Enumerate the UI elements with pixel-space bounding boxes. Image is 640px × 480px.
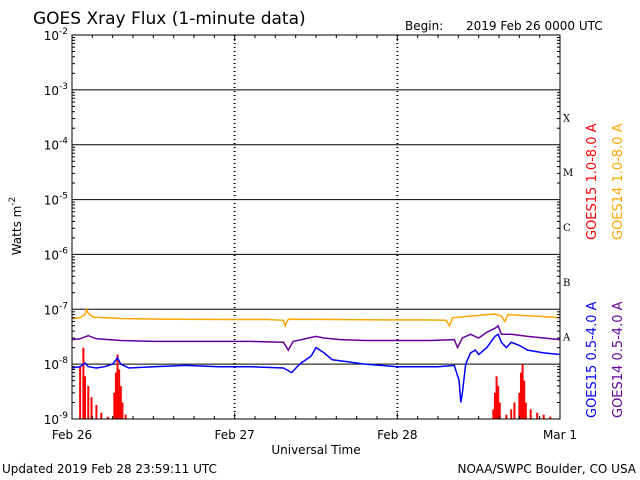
credit-text: NOAA/SWPC Boulder, CO USA <box>458 462 637 476</box>
series-line <box>71 324 561 352</box>
flare-class-labels: X M C B A <box>562 113 573 343</box>
y-tick-label: 10-4 <box>44 137 69 153</box>
series-line <box>71 307 561 328</box>
legend-label: GOES14 1.0-8.0 A <box>611 123 626 240</box>
y-tick-label: 10-3 <box>44 82 68 98</box>
y-tick-label: 10-5 <box>44 192 68 208</box>
series-line <box>71 333 561 403</box>
legend-item: GOES15 1.0-8.0 A <box>585 123 600 240</box>
plot-frame <box>71 34 561 420</box>
flare-class-label: X <box>563 113 571 124</box>
y-axis-label-exp: -2 <box>8 197 18 206</box>
legend-item: GOES14 0.5-4.0 A <box>611 301 626 418</box>
x-tick-label: Feb 26 <box>52 428 92 442</box>
series-layer <box>71 307 561 419</box>
flare-class-label: C <box>563 223 571 234</box>
y-axis-label: Watts m-2 <box>8 197 24 256</box>
y-tick-label: 10-9 <box>44 411 69 427</box>
legend: GOES15 1.0-8.0 A GOES14 1.0-8.0 A GOES15 0… <box>585 123 626 418</box>
flare-class-label: B <box>563 278 570 289</box>
chart-title: GOES Xray Flux (1-minute data) <box>33 9 306 29</box>
plot-grid <box>72 35 560 419</box>
svg-text:Watts m-2: Watts m-2 <box>8 197 24 256</box>
y-tick-label: 10-2 <box>44 27 68 43</box>
x-tick-label: Feb 28 <box>377 428 417 442</box>
x-tick-label: Mar 1 <box>543 428 577 442</box>
y-tick-label: 10-6 <box>44 246 69 262</box>
legend-label: GOES15 1.0-8.0 A <box>585 123 600 240</box>
legend-label: GOES15 0.5-4.0 A <box>585 301 600 418</box>
begin-label: Begin: <box>405 19 443 33</box>
legend-label: GOES14 0.5-4.0 A <box>611 301 626 418</box>
x-axis-label: Universal Time <box>271 443 360 457</box>
legend-item: GOES14 1.0-8.0 A <box>611 123 626 240</box>
y-axis-label-text: Watts m <box>10 206 24 256</box>
flare-class-label: M <box>563 168 573 179</box>
x-tick-label: Feb 27 <box>214 428 254 442</box>
flare-class-label: A <box>562 333 571 344</box>
y-tick-label: 10-7 <box>44 301 68 317</box>
begin-value: 2019 Feb 26 0000 UTC <box>466 19 603 33</box>
legend-item: GOES15 0.5-4.0 A <box>585 301 600 418</box>
y-tick-label: 10-8 <box>44 356 69 372</box>
updated-text: Updated 2019 Feb 28 23:59:11 UTC <box>2 462 217 476</box>
